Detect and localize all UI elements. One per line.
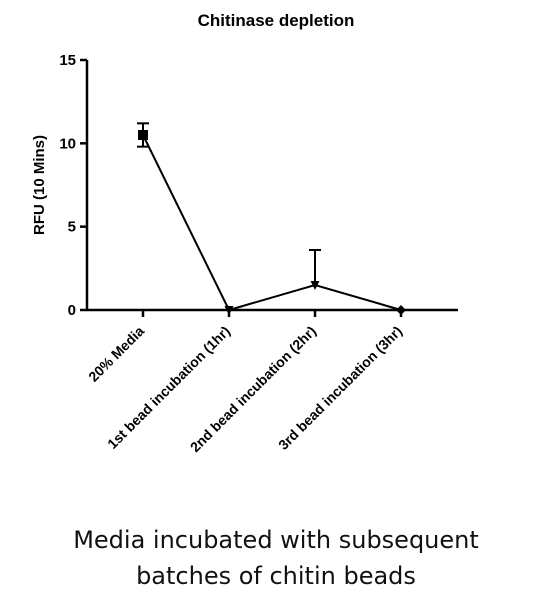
chart-title: Chitinase depletion <box>198 11 355 30</box>
caption-line-1: Media incubated with subsequent <box>73 526 479 554</box>
data-point <box>396 305 406 315</box>
y-axis-label: RFU (10 Mins) <box>31 135 48 235</box>
data-point <box>138 130 148 140</box>
y-tick-label: 5 <box>68 219 76 236</box>
x-axis-caption: Media incubated with subsequent batches … <box>0 522 552 594</box>
data-point <box>224 306 234 315</box>
series-line <box>142 134 402 312</box>
x-tick-label: 20% Media <box>85 323 147 385</box>
data-point <box>310 281 320 290</box>
y-tick-label: 15 <box>59 52 76 69</box>
y-tick-label: 0 <box>68 302 76 319</box>
y-tick-label: 10 <box>59 135 76 152</box>
chart: Chitinase depletion RFU (10 Mins) 0 5 10 15… <box>31 11 458 455</box>
caption-line-2: batches of chitin beads <box>136 562 416 590</box>
series-1 <box>137 122 406 315</box>
y-ticks: 0 5 10 15 <box>59 52 87 319</box>
